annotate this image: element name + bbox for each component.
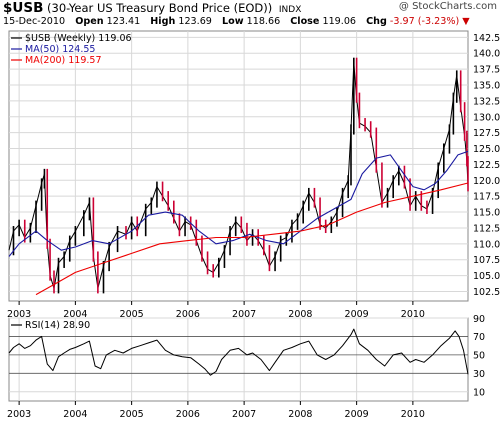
rsi-x-tick-label: 2003	[7, 409, 31, 420]
price-y-tick-label: 112.5	[473, 223, 500, 234]
rsi-x-tick-label: 2010	[401, 409, 425, 420]
price-panel: 2003 2004 2005 2006 2007 2008 2009 2010 102.5 105…	[7, 30, 500, 320]
high-value: 123.69	[178, 16, 212, 27]
price-y-tick-label: 127.5	[473, 128, 500, 139]
rsi-frame	[8, 317, 469, 402]
price-x-tick-label: 2008	[288, 309, 312, 320]
open-label: Open	[75, 16, 104, 27]
open-value: 123.41	[106, 16, 141, 27]
symbol-description: (30-Year US Treasury Bond Price (EOD))	[47, 1, 273, 15]
rsi-y-tick-label: 30	[473, 369, 485, 380]
rsi-x-tick-label: 2004	[63, 409, 87, 420]
price-legend-label: $USB (Weekly) 119.06	[25, 33, 132, 44]
price-y-tick-label: 140.0	[473, 49, 500, 60]
close-value: 119.06	[322, 16, 357, 27]
close-label: Close	[290, 16, 320, 27]
price-y-tick-label: 137.5	[473, 65, 500, 76]
price-x-tick-label: 2009	[345, 309, 369, 320]
rsi-y-tick-label: 70	[473, 332, 485, 343]
price-legend-label: MA(200) 119.57	[25, 55, 102, 66]
price-y-tick-label: 102.5	[473, 287, 500, 298]
chg-down-arrow-icon: ▼	[462, 16, 470, 27]
price-y-tick-label: 105.0	[473, 271, 500, 282]
price-frame	[8, 30, 469, 302]
high-label: High	[150, 16, 176, 27]
low-label: Low	[221, 16, 244, 27]
price-x-tick-label: 2007	[232, 309, 256, 320]
price-x-tick-label: 2003	[7, 309, 31, 320]
exchange-label: INDX	[278, 5, 302, 15]
price-y-tick-label: 122.5	[473, 160, 500, 171]
price-y-tick-label: 110.0	[473, 239, 500, 250]
rsi-x-tick-label: 2007	[232, 409, 256, 420]
low-value: 118.66	[246, 16, 281, 27]
price-y-tick-label: 115.0	[473, 208, 500, 219]
rsi-y-tick-label: 50	[473, 350, 485, 361]
quote-date: 15-Dec-2010	[3, 16, 66, 27]
price-x-tick-label: 2006	[176, 309, 200, 320]
quote-line: 15-Dec-2010 Open 123.41 High 123.69 Low …	[3, 16, 470, 27]
chg-value: -3.97 (-3.23%)	[389, 16, 460, 27]
stockcharts-watermark: @ StockCharts.com	[398, 1, 497, 12]
price-y-tick-label: 135.0	[473, 81, 500, 92]
rsi-x-tick-label: 2006	[176, 409, 200, 420]
price-y-tick-label: 132.5	[473, 96, 500, 107]
price-y-tick-label: 142.5	[473, 33, 500, 44]
price-y-tick-label: 120.0	[473, 176, 500, 187]
price-y-tick-label: 125.0	[473, 144, 500, 155]
ma50-line	[8, 150, 469, 257]
rsi-panel: 2003 2004 2005 2006 2007 2008 2009 201010305070…	[7, 314, 485, 420]
rsi-x-tick-label: 2009	[345, 409, 369, 420]
price-series-line	[8, 62, 469, 289]
ma200-line	[35, 182, 469, 296]
chart-title: $USB (30-Year US Treasury Bond Price (EO…	[3, 0, 301, 16]
rsi-x-tick-label: 2008	[288, 409, 312, 420]
rsi-legend-label: RSI(14) 28.90	[25, 320, 90, 331]
price-x-tick-label: 2004	[63, 309, 87, 320]
rsi-y-tick-label: 90	[473, 314, 485, 325]
price-x-tick-label: 2010	[401, 309, 425, 320]
price-y-tick-label: 117.5	[473, 192, 500, 203]
price-y-tick-label: 130.0	[473, 112, 500, 123]
rsi-y-tick-label: 10	[473, 387, 485, 398]
chg-label: Chg	[366, 16, 387, 27]
rsi-line	[8, 328, 469, 376]
price-y-tick-label: 107.5	[473, 255, 500, 266]
price-legend-label: MA(50) 124.55	[25, 44, 95, 55]
symbol: $USB	[3, 0, 44, 16]
price-x-tick-label: 2005	[120, 309, 144, 320]
rsi-x-tick-label: 2005	[120, 409, 144, 420]
